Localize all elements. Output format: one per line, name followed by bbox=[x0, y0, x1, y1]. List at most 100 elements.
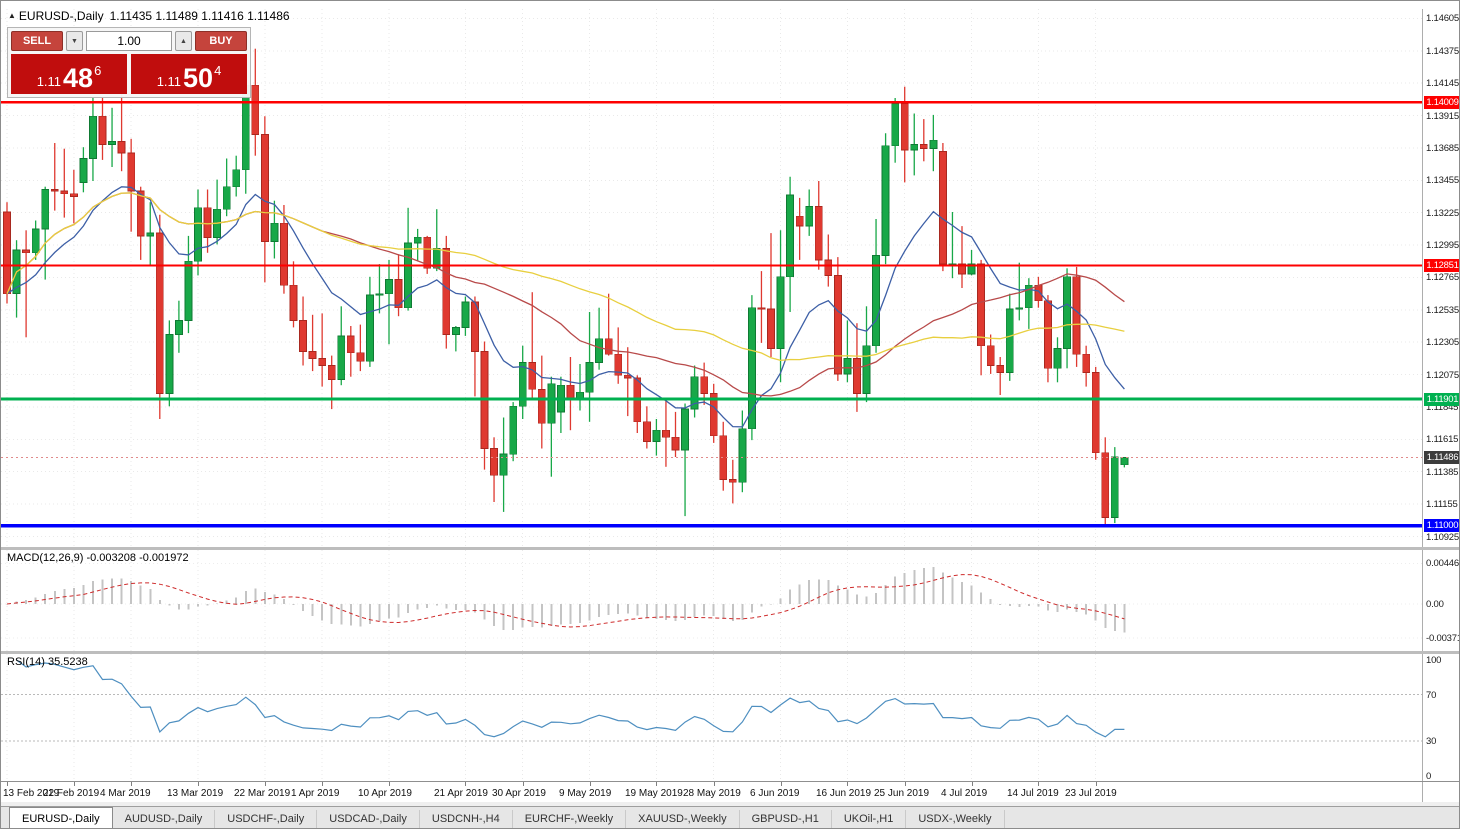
tab-usdcad-daily[interactable]: USDCAD-,Daily bbox=[317, 810, 420, 828]
date-label: 4 Jul 2019 bbox=[941, 788, 988, 799]
date-label: 22 Mar 2019 bbox=[234, 788, 291, 799]
chart-ohlc-values: 1.11435 1.11489 1.11416 1.11486 bbox=[109, 9, 290, 23]
tab-eurchf-weekly[interactable]: EURCHF-,Weekly bbox=[513, 810, 627, 828]
price-axis-label: 1.12995 bbox=[1426, 240, 1459, 252]
volume-input[interactable] bbox=[86, 31, 172, 51]
buy-price-prefix: 1.11 bbox=[156, 74, 182, 89]
date-tick bbox=[972, 782, 973, 786]
price-axis-label: 1.14375 bbox=[1426, 45, 1459, 57]
tab-usdx-weekly[interactable]: USDX-,Weekly bbox=[906, 810, 1005, 828]
date-tick bbox=[389, 782, 390, 786]
trade-controls-row: SELL ▼ ▲ BUY bbox=[11, 31, 247, 51]
tab-ukoil-h1[interactable]: UKOil-,H1 bbox=[832, 810, 907, 828]
macd-axis-label: 0.00 bbox=[1426, 599, 1444, 610]
date-tick bbox=[714, 782, 715, 786]
rsi-axis-label: 100 bbox=[1426, 655, 1442, 666]
sell-price-display[interactable]: 1.11 48 6 bbox=[11, 54, 127, 94]
chart-tabs-bar: EURUSD-,Daily AUDUSD-,Daily USDCHF-,Daily U… bbox=[1, 806, 1459, 828]
price-axis-label: 1.12535 bbox=[1426, 304, 1459, 316]
date-tick bbox=[1038, 782, 1039, 786]
date-tick bbox=[523, 782, 524, 786]
date-label: 4 Mar 2019 bbox=[100, 788, 151, 799]
current-price-tag: 1.11486 bbox=[1424, 451, 1459, 465]
rsi-indicator-label: RSI(14) 35.5238 bbox=[7, 656, 88, 668]
price-chart-canvas[interactable] bbox=[1, 9, 1422, 547]
date-label: 22 Feb 2019 bbox=[43, 788, 100, 799]
date-tick bbox=[905, 782, 906, 786]
rsi-axis-label: 70 bbox=[1426, 689, 1437, 701]
price-axis-label: 1.13455 bbox=[1426, 175, 1459, 187]
sell-price-prefix: 1.11 bbox=[36, 74, 62, 89]
macd-axis-label: 0.004465 bbox=[1426, 558, 1459, 570]
date-label: 9 May 2019 bbox=[559, 788, 612, 799]
time-axis: 13 Feb 2019 22 Feb 2019 4 Mar 2019 13 Mar 2… bbox=[1, 782, 1422, 802]
date-tick bbox=[590, 782, 591, 786]
date-label: 13 Feb 2019 bbox=[3, 788, 60, 799]
buy-price-pips: 50 bbox=[183, 63, 214, 94]
time-axis-separator bbox=[1, 781, 1459, 782]
price-axis-label: 1.12765 bbox=[1426, 272, 1459, 284]
tab-audusd-daily[interactable]: AUDUSD-,Daily bbox=[113, 810, 216, 828]
rsi-panel-canvas[interactable] bbox=[1, 654, 1422, 781]
chart-macd-separator[interactable] bbox=[1, 547, 1459, 550]
chevron-down-icon: ▼ bbox=[71, 37, 78, 45]
price-axis-label: 1.12305 bbox=[1426, 337, 1459, 349]
chart-symbol-period: EURUSD-,Daily bbox=[18, 9, 104, 23]
tab-usdchf-daily[interactable]: USDCHF-,Daily bbox=[215, 810, 318, 828]
volume-increase-button[interactable]: ▲ bbox=[175, 31, 192, 51]
price-axis-label: 1.11155 bbox=[1426, 499, 1458, 511]
date-tick bbox=[781, 782, 782, 786]
sell-price-pips: 48 bbox=[63, 63, 94, 94]
date-label: 21 Apr 2019 bbox=[434, 788, 488, 799]
rsi-axis-label: 0 bbox=[1426, 770, 1432, 782]
price-axis-label: 1.11385 bbox=[1426, 466, 1459, 478]
date-label: 16 Jun 2019 bbox=[816, 788, 872, 799]
price-axis-label: 1.13225 bbox=[1426, 207, 1459, 219]
volume-decrease-button[interactable]: ▼ bbox=[66, 31, 83, 51]
price-axis-label: 1.14605 bbox=[1426, 13, 1459, 25]
tab-eurusd-daily[interactable]: EURUSD-,Daily bbox=[9, 807, 113, 828]
price-axis-label: 1.11615 bbox=[1426, 434, 1459, 446]
macd-panel-canvas[interactable] bbox=[1, 550, 1422, 651]
date-tick bbox=[265, 782, 266, 786]
date-tick bbox=[198, 782, 199, 786]
macd-rsi-separator[interactable] bbox=[1, 651, 1459, 654]
date-label: 30 Apr 2019 bbox=[492, 788, 546, 799]
date-label: 13 Mar 2019 bbox=[167, 788, 224, 799]
date-tick bbox=[322, 782, 323, 786]
date-label: 14 Jul 2019 bbox=[1007, 788, 1059, 799]
hline-price-tag: 1.12851 bbox=[1424, 258, 1459, 272]
price-axis-label: 1.11845 bbox=[1426, 401, 1459, 413]
status-strip bbox=[1, 802, 1459, 806]
date-label: 10 Apr 2019 bbox=[358, 788, 412, 799]
buy-price-point: 4 bbox=[214, 63, 222, 78]
trade-prices-row: 1.11 48 6 1.11 50 4 bbox=[11, 54, 247, 94]
tab-usdcnh-h4[interactable]: USDCNH-,H4 bbox=[420, 810, 513, 828]
date-label: 6 Jun 2019 bbox=[750, 788, 800, 799]
tab-xauusd-weekly[interactable]: XAUUSD-,Weekly bbox=[626, 810, 740, 828]
date-tick bbox=[7, 782, 8, 786]
sell-button[interactable]: SELL bbox=[11, 31, 63, 51]
hline-price-tag: 1.11000 bbox=[1424, 519, 1459, 533]
direction-up-icon: ▲ bbox=[8, 11, 16, 20]
tab-gbpusd-h1[interactable]: GBPUSD-,H1 bbox=[740, 810, 832, 828]
chevron-up-icon: ▲ bbox=[180, 37, 187, 45]
date-label: 1 Apr 2019 bbox=[291, 788, 340, 799]
rsi-axis-label: 30 bbox=[1426, 735, 1437, 747]
date-label: 28 May 2019 bbox=[683, 788, 741, 799]
date-tick bbox=[74, 782, 75, 786]
price-axis-label: 1.10925 bbox=[1426, 531, 1459, 543]
date-tick bbox=[131, 782, 132, 786]
buy-price-display[interactable]: 1.11 50 4 bbox=[131, 54, 247, 94]
chart-title: ▲ EURUSD-,Daily 1.11435 1.11489 1.11416 1.… bbox=[8, 9, 290, 23]
price-axis-label: 1.14145 bbox=[1426, 78, 1459, 90]
hline-price-tag: 1.14009 bbox=[1424, 95, 1459, 109]
date-label: 19 May 2019 bbox=[625, 788, 683, 799]
price-axis-label: 1.12075 bbox=[1426, 369, 1459, 381]
price-axis: 1.14605 1.14375 1.14145 1.13915 1.13685 1.134… bbox=[1422, 9, 1459, 802]
buy-button[interactable]: BUY bbox=[195, 31, 247, 51]
hline-price-tag: 1.11901 bbox=[1424, 392, 1459, 406]
date-label: 25 Jun 2019 bbox=[874, 788, 930, 799]
